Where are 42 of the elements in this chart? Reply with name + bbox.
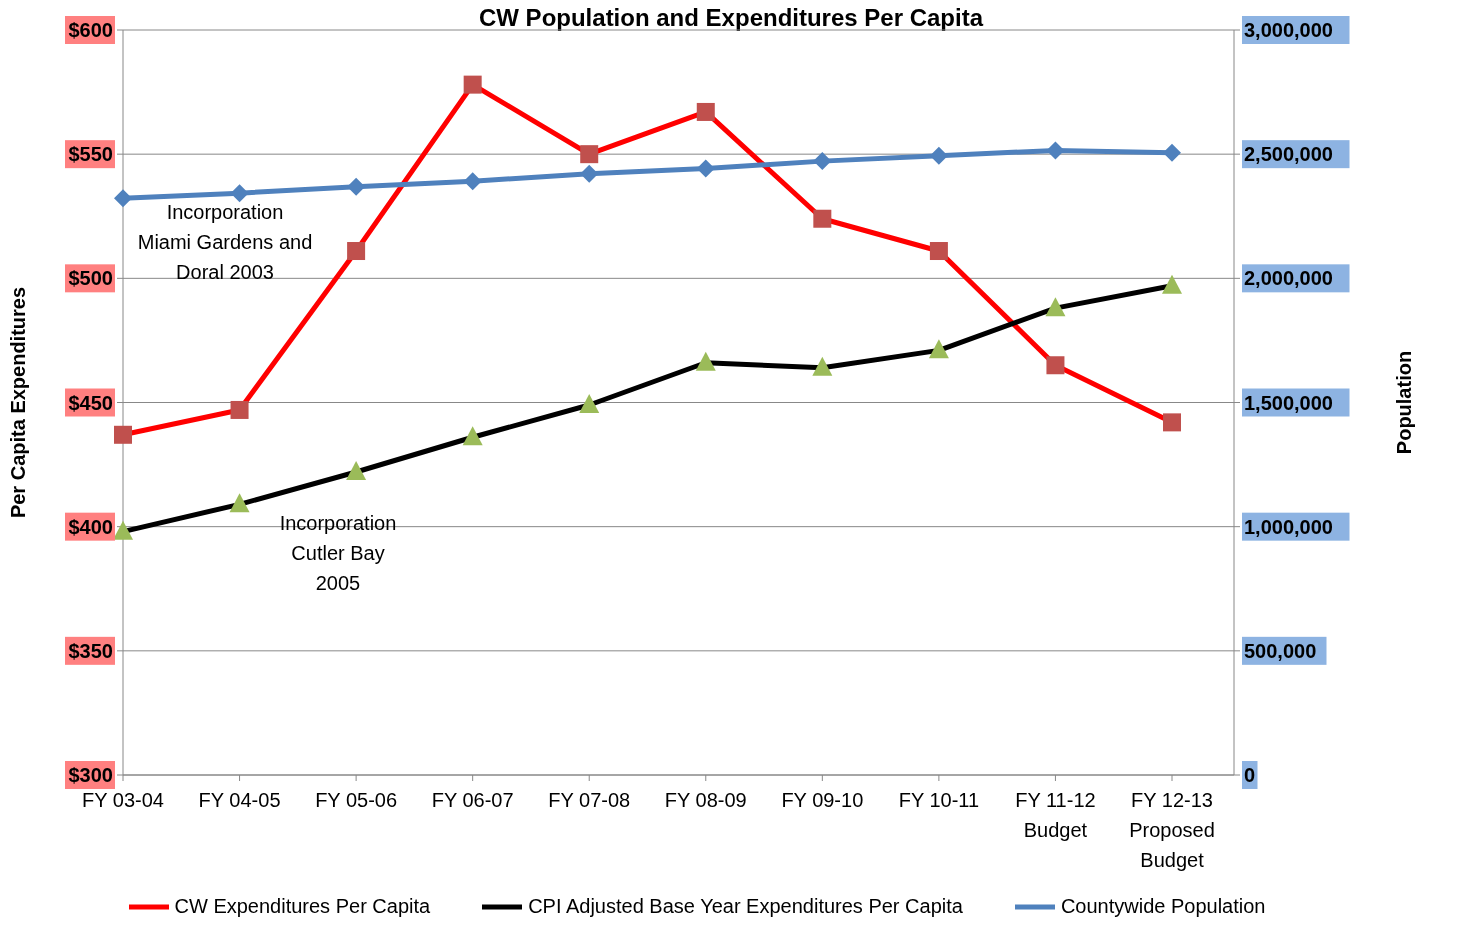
y-tick-label: $550 — [68, 143, 113, 166]
point — [1163, 143, 1181, 162]
y-tick-label: $400 — [68, 515, 113, 538]
y-tick-label: $600 — [68, 19, 113, 41]
y-tick-label: $450 — [68, 391, 113, 414]
point — [114, 189, 132, 208]
x-tick-label: FY 11-12 Budget — [1015, 789, 1096, 841]
y2-tick-label: 1,500,000 — [1244, 391, 1333, 414]
x-tick-label: FY 04-05 — [198, 789, 281, 811]
point — [580, 164, 599, 183]
y2-tick-label: 1,000,000 — [1244, 515, 1333, 538]
y2-tick-label: 2,500,000 — [1244, 143, 1333, 166]
point — [347, 177, 366, 196]
x-tick-label: FY 08-09 — [664, 789, 747, 811]
x-tick-label: FY 03-04 — [82, 789, 164, 811]
annotation: Incorporation Miami Gardens and Doral 2003 — [137, 201, 313, 283]
point — [463, 172, 482, 191]
legend-label: CPI Adjusted Base Year Expenditures Per Capita — [528, 895, 963, 918]
annotation: Incorporation Cutler Bay 2005 — [278, 511, 398, 596]
y2-tick-label: 3,000,000 — [1244, 19, 1333, 41]
point — [813, 152, 832, 171]
y2-tick-label: 2,000,000 — [1244, 267, 1333, 290]
chart-title: CW Population and Expenditures Per Capita — [478, 4, 984, 31]
x-tick-label: FY 10-11 — [898, 789, 980, 811]
x-tick-label: FY 05-06 — [315, 789, 398, 811]
x-tick-label: FY 09-10 — [781, 789, 864, 811]
y2-tick-label: 0 — [1244, 764, 1256, 786]
y2-axis-title: Population — [1393, 350, 1416, 455]
x-tick-label: FY 12-13 Proposed Budget — [1129, 789, 1215, 871]
point — [696, 159, 715, 178]
y-axis-title: Per Capita Expenditures — [7, 286, 30, 519]
y-tick-label: $500 — [68, 267, 113, 290]
x-tick-label: FY 06-07 — [431, 789, 514, 811]
y-tick-label: $300 — [68, 764, 113, 786]
legend-label: CW Expenditures Per Capita — [174, 895, 431, 918]
point — [230, 184, 249, 203]
y2-tick-label: 500,000 — [1244, 639, 1317, 662]
legend-label: Countywide Population — [1060, 895, 1266, 918]
point — [1046, 141, 1065, 160]
point — [929, 146, 948, 165]
x-tick-label: FY 07-08 — [548, 789, 631, 811]
y-tick-label: $350 — [68, 639, 113, 662]
